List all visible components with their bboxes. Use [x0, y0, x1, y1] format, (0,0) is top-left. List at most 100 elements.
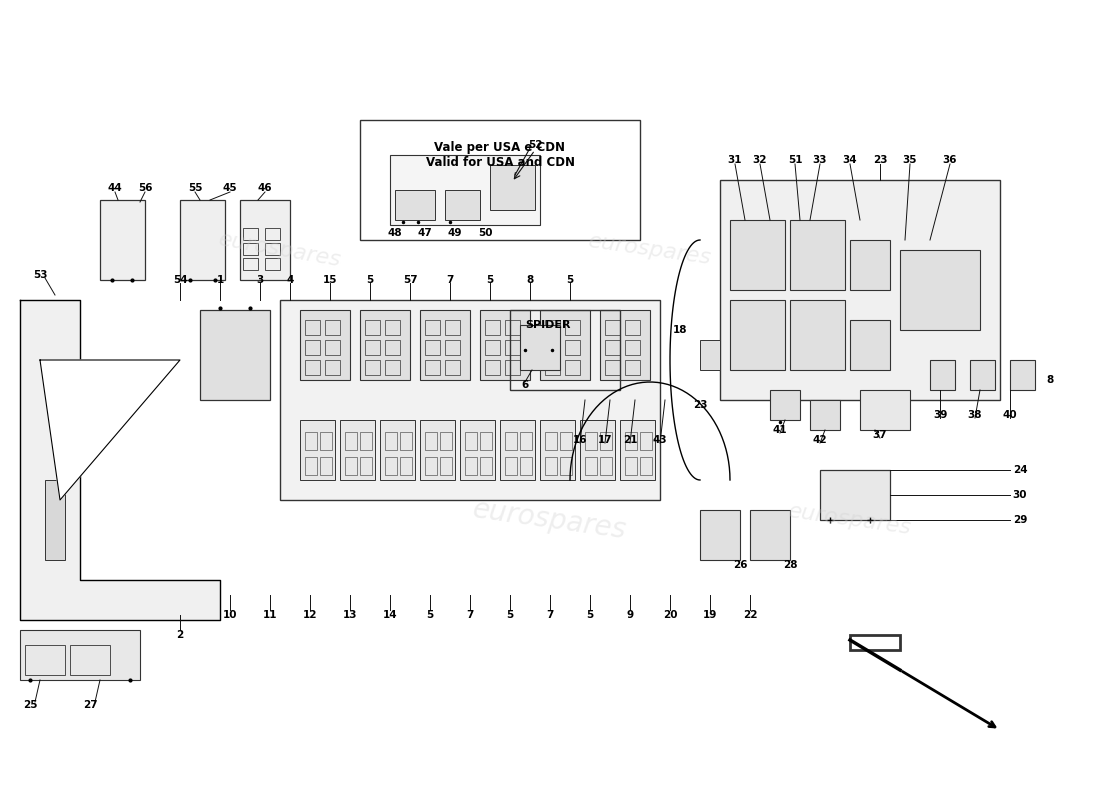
- Bar: [730, 220, 785, 290]
- Bar: [585, 457, 597, 475]
- Bar: [480, 310, 530, 380]
- Text: 32: 32: [752, 155, 768, 165]
- Text: 23: 23: [693, 400, 707, 410]
- Bar: [324, 320, 340, 335]
- Bar: [625, 432, 637, 450]
- Bar: [580, 420, 615, 480]
- Bar: [320, 457, 332, 475]
- Text: 54: 54: [173, 275, 187, 285]
- Bar: [465, 432, 477, 450]
- Bar: [385, 320, 400, 335]
- Bar: [850, 240, 890, 290]
- Text: eurospares: eurospares: [786, 502, 913, 538]
- Bar: [700, 340, 720, 370]
- Bar: [820, 470, 890, 520]
- Bar: [320, 432, 332, 450]
- Bar: [45, 480, 65, 560]
- Bar: [300, 420, 336, 480]
- Bar: [265, 243, 280, 255]
- Text: 5: 5: [586, 610, 594, 620]
- Text: 5: 5: [566, 275, 573, 285]
- Text: 43: 43: [652, 435, 668, 445]
- Bar: [385, 432, 397, 450]
- Text: 29: 29: [1013, 515, 1027, 525]
- Bar: [480, 457, 492, 475]
- Bar: [385, 457, 397, 475]
- Text: 17: 17: [597, 435, 613, 445]
- Text: 53: 53: [33, 270, 47, 280]
- Text: 47: 47: [418, 228, 432, 238]
- Bar: [200, 310, 270, 400]
- Bar: [544, 320, 560, 335]
- Text: 52: 52: [528, 140, 542, 150]
- Text: 36: 36: [943, 155, 957, 165]
- Text: 39: 39: [933, 410, 947, 420]
- Text: 38: 38: [968, 410, 982, 420]
- Bar: [600, 432, 612, 450]
- Bar: [300, 310, 350, 380]
- Bar: [640, 432, 652, 450]
- Text: 5: 5: [366, 275, 374, 285]
- Bar: [485, 360, 501, 375]
- Bar: [440, 457, 452, 475]
- Bar: [385, 360, 400, 375]
- Bar: [305, 360, 320, 375]
- Bar: [544, 360, 560, 375]
- Polygon shape: [20, 300, 220, 620]
- Bar: [700, 510, 740, 560]
- Text: 56: 56: [138, 183, 152, 193]
- Bar: [305, 432, 317, 450]
- Text: eurospares: eurospares: [217, 230, 343, 270]
- Text: 12: 12: [302, 610, 317, 620]
- Text: 55: 55: [188, 183, 202, 193]
- Bar: [365, 360, 380, 375]
- Bar: [460, 420, 495, 480]
- Bar: [324, 340, 340, 355]
- Text: 11: 11: [263, 610, 277, 620]
- Text: 46: 46: [257, 183, 273, 193]
- Text: 5: 5: [506, 610, 514, 620]
- Bar: [565, 340, 580, 355]
- Text: 21: 21: [623, 435, 637, 445]
- Bar: [425, 360, 440, 375]
- Bar: [505, 432, 517, 450]
- Bar: [544, 340, 560, 355]
- Text: 6: 6: [521, 380, 529, 390]
- Bar: [505, 360, 520, 375]
- Text: 37: 37: [872, 430, 888, 440]
- Bar: [390, 155, 540, 225]
- Bar: [565, 360, 580, 375]
- Bar: [305, 457, 317, 475]
- Text: 5: 5: [486, 275, 494, 285]
- Bar: [810, 400, 840, 430]
- Bar: [395, 190, 434, 220]
- Bar: [70, 645, 110, 675]
- Text: 31: 31: [728, 155, 743, 165]
- Bar: [480, 432, 492, 450]
- Bar: [860, 390, 910, 430]
- Text: 33: 33: [813, 155, 827, 165]
- Bar: [465, 457, 477, 475]
- Bar: [625, 360, 640, 375]
- Text: 28: 28: [783, 560, 798, 570]
- Bar: [485, 340, 501, 355]
- Text: 35: 35: [903, 155, 917, 165]
- Bar: [446, 340, 460, 355]
- Text: 50: 50: [477, 228, 493, 238]
- Bar: [565, 320, 580, 335]
- Text: 1: 1: [217, 275, 223, 285]
- Text: 13: 13: [343, 610, 358, 620]
- Bar: [640, 457, 652, 475]
- Bar: [850, 320, 890, 370]
- Bar: [540, 310, 590, 380]
- Bar: [345, 432, 358, 450]
- Bar: [265, 228, 280, 240]
- Text: 45: 45: [222, 183, 238, 193]
- Text: 40: 40: [1003, 410, 1018, 420]
- Bar: [600, 310, 650, 380]
- Bar: [400, 432, 412, 450]
- Text: 4: 4: [286, 275, 294, 285]
- Text: 7: 7: [466, 610, 474, 620]
- Bar: [446, 360, 460, 375]
- Bar: [446, 320, 460, 335]
